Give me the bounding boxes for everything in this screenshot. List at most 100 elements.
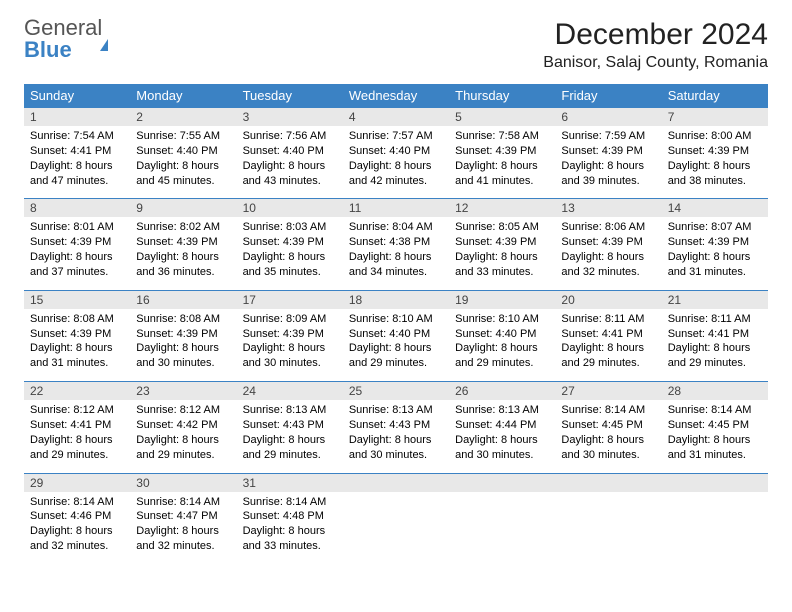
sunset-line: Sunset: 4:39 PM <box>136 327 230 342</box>
sunrise-line: Sunrise: 8:13 AM <box>349 403 443 418</box>
logo-arrow-icon <box>100 22 108 51</box>
day-header-row: Sunday Monday Tuesday Wednesday Thursday… <box>24 84 768 107</box>
logo: General Blue <box>24 18 108 62</box>
day-body: Sunrise: 8:14 AMSunset: 4:47 PMDaylight:… <box>130 492 236 564</box>
daylight-line: Daylight: 8 hours and 29 minutes. <box>455 341 549 371</box>
sunrise-line: Sunrise: 8:05 AM <box>455 220 549 235</box>
day-header: Sunday <box>24 84 130 107</box>
day-body: Sunrise: 8:14 AMSunset: 4:46 PMDaylight:… <box>24 492 130 564</box>
sunset-line: Sunset: 4:39 PM <box>561 235 655 250</box>
logo-text: General Blue <box>24 18 108 62</box>
day-number: 10 <box>237 198 343 217</box>
sunrise-line: Sunrise: 8:12 AM <box>136 403 230 418</box>
day-body: Sunrise: 8:11 AMSunset: 4:41 PMDaylight:… <box>662 309 768 381</box>
day-body: Sunrise: 7:56 AMSunset: 4:40 PMDaylight:… <box>237 126 343 198</box>
sunset-line: Sunset: 4:43 PM <box>243 418 337 433</box>
calendar-day-cell: 3Sunrise: 7:56 AMSunset: 4:40 PMDaylight… <box>237 107 343 198</box>
day-number <box>662 473 768 492</box>
daylight-line: Daylight: 8 hours and 30 minutes. <box>243 341 337 371</box>
sunset-line: Sunset: 4:40 PM <box>349 144 443 159</box>
sunset-line: Sunset: 4:41 PM <box>30 418 124 433</box>
daylight-line: Daylight: 8 hours and 35 minutes. <box>243 250 337 280</box>
day-number: 5 <box>449 107 555 126</box>
calendar-day-cell: 6Sunrise: 7:59 AMSunset: 4:39 PMDaylight… <box>555 107 661 198</box>
calendar-day-cell: 14Sunrise: 8:07 AMSunset: 4:39 PMDayligh… <box>662 198 768 289</box>
calendar-day-cell: 5Sunrise: 7:58 AMSunset: 4:39 PMDaylight… <box>449 107 555 198</box>
sunrise-line: Sunrise: 8:14 AM <box>30 495 124 510</box>
day-body: Sunrise: 8:05 AMSunset: 4:39 PMDaylight:… <box>449 217 555 289</box>
calendar-day-cell: 22Sunrise: 8:12 AMSunset: 4:41 PMDayligh… <box>24 381 130 472</box>
sunrise-line: Sunrise: 8:11 AM <box>561 312 655 327</box>
day-header: Thursday <box>449 84 555 107</box>
daylight-line: Daylight: 8 hours and 31 minutes. <box>668 433 762 463</box>
calendar-day-cell: 31Sunrise: 8:14 AMSunset: 4:48 PMDayligh… <box>237 473 343 564</box>
calendar-week-row: 29Sunrise: 8:14 AMSunset: 4:46 PMDayligh… <box>24 473 768 564</box>
calendar-body: 1Sunrise: 7:54 AMSunset: 4:41 PMDaylight… <box>24 107 768 564</box>
daylight-line: Daylight: 8 hours and 32 minutes. <box>561 250 655 280</box>
day-body: Sunrise: 8:08 AMSunset: 4:39 PMDaylight:… <box>24 309 130 381</box>
day-number: 13 <box>555 198 661 217</box>
sunset-line: Sunset: 4:45 PM <box>561 418 655 433</box>
day-number <box>343 473 449 492</box>
day-body: Sunrise: 8:04 AMSunset: 4:38 PMDaylight:… <box>343 217 449 289</box>
day-body: Sunrise: 8:13 AMSunset: 4:44 PMDaylight:… <box>449 400 555 472</box>
header: General Blue December 2024 Banisor, Sala… <box>24 18 768 72</box>
calendar-week-row: 8Sunrise: 8:01 AMSunset: 4:39 PMDaylight… <box>24 198 768 289</box>
daylight-line: Daylight: 8 hours and 32 minutes. <box>30 524 124 554</box>
day-body: Sunrise: 8:14 AMSunset: 4:45 PMDaylight:… <box>555 400 661 472</box>
calendar-day-cell: 1Sunrise: 7:54 AMSunset: 4:41 PMDaylight… <box>24 107 130 198</box>
calendar-day-cell: 24Sunrise: 8:13 AMSunset: 4:43 PMDayligh… <box>237 381 343 472</box>
sunrise-line: Sunrise: 8:14 AM <box>243 495 337 510</box>
calendar-day-cell: 4Sunrise: 7:57 AMSunset: 4:40 PMDaylight… <box>343 107 449 198</box>
day-number: 19 <box>449 290 555 309</box>
sunset-line: Sunset: 4:39 PM <box>668 144 762 159</box>
day-number: 9 <box>130 198 236 217</box>
day-number: 12 <box>449 198 555 217</box>
calendar-week-row: 22Sunrise: 8:12 AMSunset: 4:41 PMDayligh… <box>24 381 768 472</box>
sunset-line: Sunset: 4:39 PM <box>243 235 337 250</box>
page-title: December 2024 <box>543 18 768 52</box>
calendar-day-cell: 21Sunrise: 8:11 AMSunset: 4:41 PMDayligh… <box>662 290 768 381</box>
day-body <box>449 492 555 544</box>
sunset-line: Sunset: 4:41 PM <box>30 144 124 159</box>
day-header: Monday <box>130 84 236 107</box>
calendar-day-cell: 13Sunrise: 8:06 AMSunset: 4:39 PMDayligh… <box>555 198 661 289</box>
day-number: 25 <box>343 381 449 400</box>
calendar-day-cell <box>555 473 661 564</box>
sunrise-line: Sunrise: 7:57 AM <box>349 129 443 144</box>
day-number: 29 <box>24 473 130 492</box>
day-body: Sunrise: 8:14 AMSunset: 4:48 PMDaylight:… <box>237 492 343 564</box>
sunrise-line: Sunrise: 8:03 AM <box>243 220 337 235</box>
day-number: 16 <box>130 290 236 309</box>
day-number: 22 <box>24 381 130 400</box>
sunrise-line: Sunrise: 8:13 AM <box>243 403 337 418</box>
daylight-line: Daylight: 8 hours and 33 minutes. <box>243 524 337 554</box>
calendar-day-cell: 7Sunrise: 8:00 AMSunset: 4:39 PMDaylight… <box>662 107 768 198</box>
day-body: Sunrise: 8:10 AMSunset: 4:40 PMDaylight:… <box>343 309 449 381</box>
calendar-day-cell: 27Sunrise: 8:14 AMSunset: 4:45 PMDayligh… <box>555 381 661 472</box>
sunset-line: Sunset: 4:41 PM <box>668 327 762 342</box>
sunrise-line: Sunrise: 8:12 AM <box>30 403 124 418</box>
calendar-day-cell: 16Sunrise: 8:08 AMSunset: 4:39 PMDayligh… <box>130 290 236 381</box>
daylight-line: Daylight: 8 hours and 29 minutes. <box>668 341 762 371</box>
daylight-line: Daylight: 8 hours and 29 minutes. <box>30 433 124 463</box>
sunrise-line: Sunrise: 7:54 AM <box>30 129 124 144</box>
sunrise-line: Sunrise: 8:08 AM <box>30 312 124 327</box>
day-body: Sunrise: 8:13 AMSunset: 4:43 PMDaylight:… <box>237 400 343 472</box>
sunset-line: Sunset: 4:44 PM <box>455 418 549 433</box>
day-body: Sunrise: 8:12 AMSunset: 4:41 PMDaylight:… <box>24 400 130 472</box>
sunset-line: Sunset: 4:39 PM <box>561 144 655 159</box>
day-header: Friday <box>555 84 661 107</box>
sunrise-line: Sunrise: 8:00 AM <box>668 129 762 144</box>
daylight-line: Daylight: 8 hours and 30 minutes. <box>561 433 655 463</box>
sunset-line: Sunset: 4:39 PM <box>455 144 549 159</box>
day-number: 31 <box>237 473 343 492</box>
day-header: Tuesday <box>237 84 343 107</box>
day-body: Sunrise: 7:54 AMSunset: 4:41 PMDaylight:… <box>24 126 130 198</box>
daylight-line: Daylight: 8 hours and 30 minutes. <box>455 433 549 463</box>
calendar-day-cell <box>662 473 768 564</box>
day-number: 1 <box>24 107 130 126</box>
day-body: Sunrise: 8:09 AMSunset: 4:39 PMDaylight:… <box>237 309 343 381</box>
day-body: Sunrise: 8:02 AMSunset: 4:39 PMDaylight:… <box>130 217 236 289</box>
daylight-line: Daylight: 8 hours and 41 minutes. <box>455 159 549 189</box>
